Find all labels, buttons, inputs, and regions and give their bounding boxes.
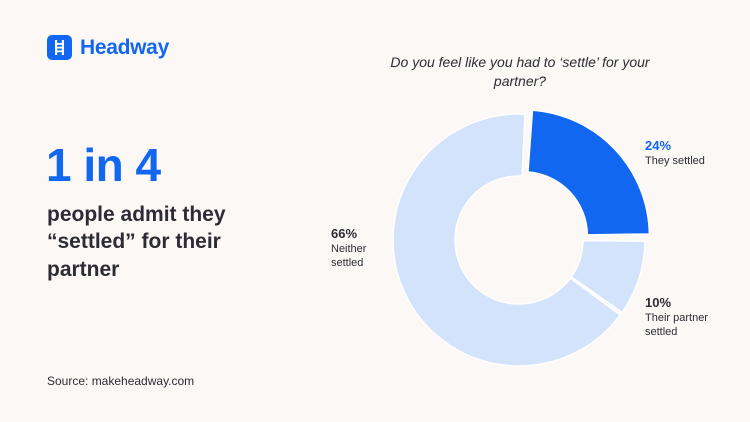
brand-name: Headway bbox=[80, 35, 169, 59]
slice-label-they-settled: 24% They settled bbox=[645, 138, 705, 169]
slice-text: Their partner settled bbox=[645, 312, 708, 338]
headline: 1 in 4 bbox=[46, 139, 161, 191]
subheadline: people admit they “settled” for their pa… bbox=[47, 203, 226, 281]
slice-text: Neither settled bbox=[331, 243, 367, 269]
slice-pct: 24% bbox=[645, 138, 672, 153]
donut-slice-their-partner-settled bbox=[570, 239, 646, 314]
donut-slice-they-settled bbox=[527, 109, 651, 236]
slice-label-partner-settled: 10% Their partner settled bbox=[645, 295, 725, 340]
donut-slice-neither-settled bbox=[392, 113, 622, 367]
source-note: Source: makeheadway.com bbox=[47, 374, 195, 388]
slice-label-neither-settled: 66% Neither settled bbox=[331, 226, 381, 271]
slice-text: They settled bbox=[645, 155, 705, 168]
ladder-icon bbox=[47, 35, 72, 60]
slice-pct: 66% bbox=[331, 226, 358, 241]
chart-title: Do you feel like you had to ‘settle’ for… bbox=[390, 54, 650, 89]
brand-logo: Headway bbox=[47, 35, 169, 60]
slice-pct: 10% bbox=[645, 295, 672, 310]
